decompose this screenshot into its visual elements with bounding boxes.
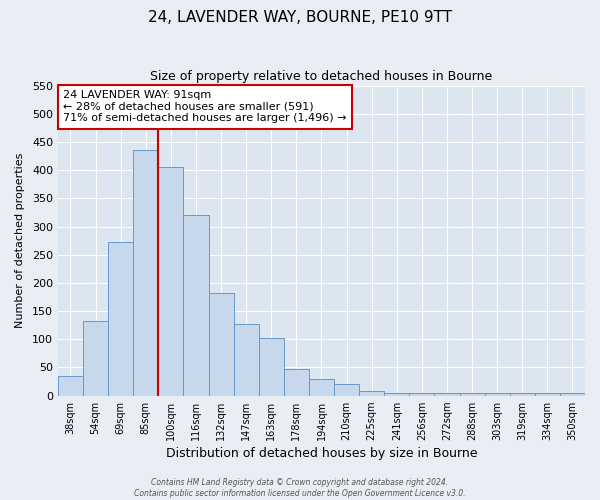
Bar bbox=[560, 393, 585, 396]
Bar bbox=[184, 215, 209, 396]
Y-axis label: Number of detached properties: Number of detached properties bbox=[15, 153, 25, 328]
Bar bbox=[58, 376, 83, 396]
Bar bbox=[535, 393, 560, 396]
Text: 24 LAVENDER WAY: 91sqm
← 28% of detached houses are smaller (591)
71% of semi-de: 24 LAVENDER WAY: 91sqm ← 28% of detached… bbox=[63, 90, 347, 124]
Text: 24, LAVENDER WAY, BOURNE, PE10 9TT: 24, LAVENDER WAY, BOURNE, PE10 9TT bbox=[148, 10, 452, 25]
Bar bbox=[233, 324, 259, 396]
Bar bbox=[309, 379, 334, 396]
Bar bbox=[209, 292, 233, 396]
Bar bbox=[510, 393, 535, 396]
Bar bbox=[334, 384, 359, 396]
Bar bbox=[133, 150, 158, 396]
Bar bbox=[409, 393, 434, 396]
Bar bbox=[460, 393, 485, 396]
Bar bbox=[359, 391, 384, 396]
Bar bbox=[485, 393, 510, 396]
Text: Contains HM Land Registry data © Crown copyright and database right 2024.
Contai: Contains HM Land Registry data © Crown c… bbox=[134, 478, 466, 498]
Bar bbox=[434, 393, 460, 396]
Bar bbox=[284, 369, 309, 396]
Bar bbox=[158, 168, 184, 396]
Bar bbox=[108, 242, 133, 396]
X-axis label: Distribution of detached houses by size in Bourne: Distribution of detached houses by size … bbox=[166, 447, 477, 460]
Bar bbox=[384, 393, 409, 396]
Title: Size of property relative to detached houses in Bourne: Size of property relative to detached ho… bbox=[151, 70, 493, 83]
Bar bbox=[259, 338, 284, 396]
Bar bbox=[83, 320, 108, 396]
